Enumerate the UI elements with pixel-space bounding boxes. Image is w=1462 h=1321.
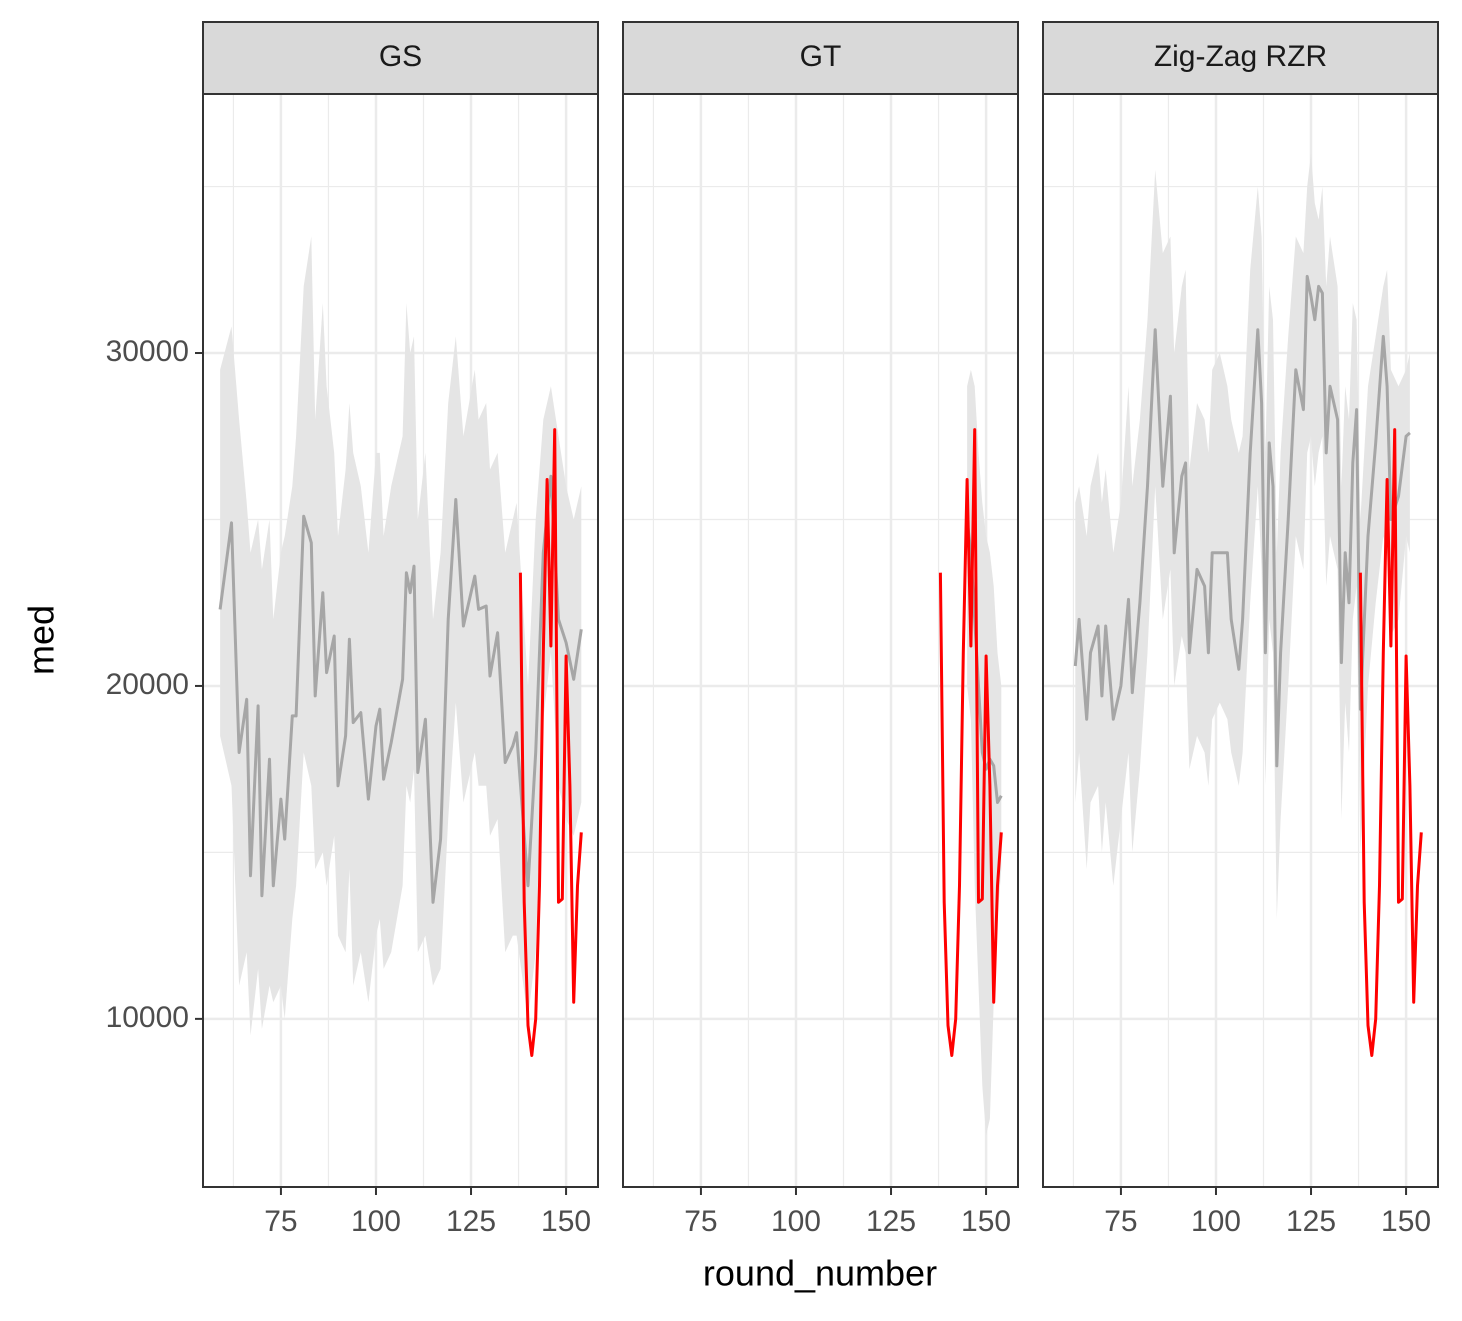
strip (1042, 21, 1439, 95)
strip-title: Zig-Zag RZR (1154, 40, 1327, 73)
x-tick-label: 75 (264, 1205, 297, 1238)
series-line (1073, 274, 1411, 768)
y-tick-label: 10000 (106, 1001, 189, 1034)
series-line (218, 474, 583, 904)
x-tick-label: 150 (1381, 1205, 1431, 1238)
ribbon (220, 236, 582, 1036)
x-tick-label: 75 (1104, 1205, 1137, 1238)
x-axis-title: round_number (703, 1253, 937, 1294)
y-tick-label: 20000 (106, 668, 189, 701)
x-tick-label: 100 (1191, 1205, 1241, 1238)
series-line (938, 428, 1003, 1057)
series-line (1358, 428, 1423, 1057)
x-tick-label: 125 (866, 1205, 916, 1238)
strip-title: GS (379, 40, 422, 73)
x-tick-label: 150 (961, 1205, 1011, 1238)
strip-title: GT (800, 40, 842, 73)
series-line (518, 428, 583, 1057)
panel-background (623, 94, 1018, 1187)
x-tick-label: 125 (1286, 1205, 1336, 1238)
strip (622, 21, 1019, 95)
y-tick-label: 30000 (106, 335, 189, 368)
x-tick-label: 75 (684, 1205, 717, 1238)
strip (202, 21, 599, 95)
y-axis-title: med (21, 605, 62, 675)
x-tick-label: 125 (446, 1205, 496, 1238)
x-tick-label: 150 (541, 1205, 591, 1238)
x-tick-label: 100 (351, 1205, 401, 1238)
ribbon (1075, 153, 1410, 920)
x-tick-label: 100 (771, 1205, 821, 1238)
